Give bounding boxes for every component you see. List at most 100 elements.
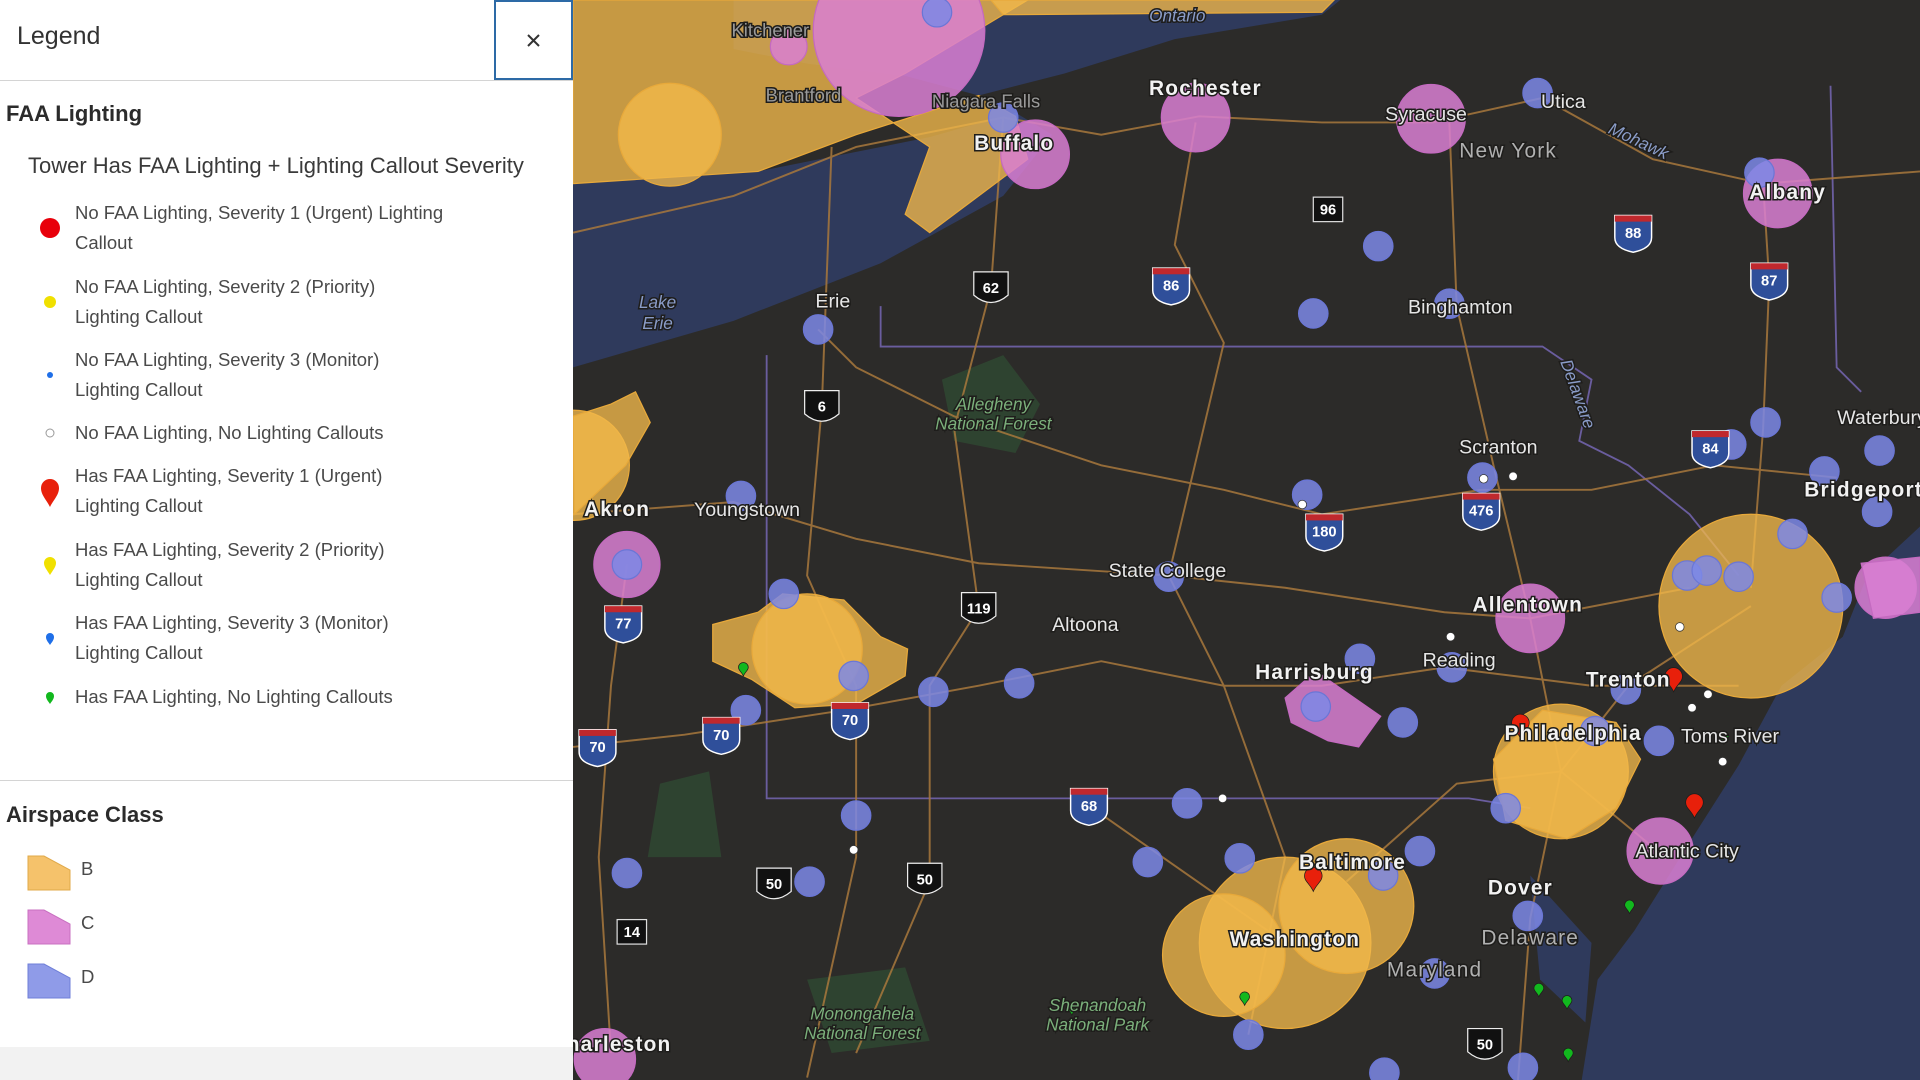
legend-label: D (81, 966, 95, 987)
place-label: Binghamton (1408, 297, 1513, 319)
ok-pin (1239, 991, 1250, 1007)
legend-title: Legend (17, 22, 101, 50)
airspace-d (1132, 846, 1164, 878)
place-label: Utica (1541, 91, 1586, 113)
place-label: Ontario (1149, 6, 1205, 26)
bay (1530, 875, 1592, 1023)
place-label: Allegheny (955, 394, 1033, 414)
legend-panel: Legend FAA Lighting Tower Has FAA Lighti… (0, 0, 573, 1080)
place-label: Albany (1749, 181, 1826, 204)
legend-label: No FAA Lighting, Severity 2 (Priority) L… (75, 276, 376, 327)
interstate-band (1462, 493, 1500, 500)
urgent-pin (1304, 866, 1323, 893)
airspace-d (1153, 561, 1184, 593)
airspace-d (1809, 456, 1840, 487)
airspace-c (1160, 82, 1231, 153)
no-callout-dot (849, 845, 859, 855)
layer-title: FAA Lighting (6, 101, 143, 126)
legend-label: Has FAA Lighting, Severity 3 (Monitor) L… (75, 612, 389, 663)
shield-label: 50 (766, 877, 782, 893)
urgent-pin (1685, 793, 1704, 819)
urgent-pin (1664, 667, 1683, 693)
forest (647, 355, 1040, 1054)
interstate-shield (1069, 787, 1109, 827)
icon (40, 218, 60, 238)
interstate-band (1692, 431, 1729, 438)
airspace-d (1750, 407, 1781, 438)
interstate-shield (1691, 430, 1730, 469)
place-label: Erie (642, 313, 672, 333)
airspace-c (1000, 119, 1071, 190)
shield-label: 476 (1469, 504, 1494, 520)
ocean (1581, 526, 1920, 1080)
shield-label: 70 (842, 713, 858, 729)
airspace (573, 0, 1920, 1080)
legend-label: No FAA Lighting, Severity 1 (Urgent) Lig… (75, 202, 444, 253)
icon (27, 909, 71, 945)
airspace-d (1522, 77, 1553, 109)
place-label: Atlantic City (1635, 840, 1739, 862)
airspace-b (573, 391, 651, 516)
close-button[interactable] (494, 0, 573, 80)
us-shield (804, 390, 840, 422)
airspace-c (573, 1027, 637, 1080)
shield-label: 180 (1312, 525, 1337, 541)
airspace-d (1300, 691, 1332, 722)
airspace-d (1297, 298, 1329, 329)
interstate-band (579, 729, 616, 736)
airspace-d (840, 800, 872, 831)
airspace-d (1171, 787, 1203, 819)
shield-label: 86 (1163, 278, 1179, 294)
ok-pin (1066, 1001, 1078, 1017)
urgent-pin (1511, 713, 1530, 740)
close-icon (527, 34, 540, 47)
shield-label: 84 (1702, 441, 1719, 457)
shield-label: 77 (615, 616, 631, 632)
map[interactable]: 96 62 86 88 87 6 84 476 180 119 77 70 70 70 68 50 50 50 14… (573, 0, 1920, 1080)
airspace-d (918, 676, 949, 708)
airspace-c (769, 27, 808, 66)
airspace-b (1658, 513, 1844, 699)
legend-label: C (81, 912, 95, 933)
legend-label: No FAA Lighting, No Lighting Callouts (75, 422, 384, 443)
divider (0, 780, 573, 781)
place-label: Erie (815, 291, 850, 313)
place-label: Brantford (766, 85, 842, 106)
airspace-d (802, 314, 834, 345)
airspace-c (1396, 83, 1466, 154)
shield-label: 68 (1081, 799, 1097, 815)
us-shield (1467, 1027, 1503, 1060)
shield-label: 87 (1761, 274, 1777, 290)
airspace-d (1436, 652, 1468, 683)
panel-footer (0, 1047, 573, 1080)
place-label: Toms River (1681, 725, 1779, 747)
place-label: Waterbury (1837, 407, 1920, 429)
interstate-band (1070, 788, 1108, 795)
place-label: Reading (1423, 649, 1496, 671)
ok-pin (1624, 899, 1635, 915)
no-callout-dot (1675, 622, 1685, 632)
icon (45, 428, 55, 438)
interstate-band (831, 702, 869, 709)
airspace-d (1387, 707, 1419, 738)
interstate-shield (1152, 267, 1191, 306)
interstate-band (1305, 514, 1343, 521)
airspace-c (1860, 556, 1920, 620)
airspace-d (1404, 835, 1436, 867)
ok-pin (738, 662, 749, 677)
interstate-band (702, 717, 740, 724)
place-label: State College (1109, 560, 1227, 582)
place-label: National Park (1046, 1015, 1150, 1035)
place-label: Delaware (1481, 927, 1579, 950)
us-shield (756, 867, 792, 900)
ok-pin (1533, 982, 1545, 998)
interstate-band (1614, 215, 1652, 222)
place-label: Akron (584, 498, 650, 521)
place-label: Kitchener (732, 20, 810, 41)
interstate-shield (578, 729, 617, 768)
airspace-c (812, 0, 986, 117)
interstate-shield (1614, 214, 1653, 253)
airspace-d (1723, 561, 1754, 593)
place-label: Shenandoah (1049, 995, 1146, 1015)
